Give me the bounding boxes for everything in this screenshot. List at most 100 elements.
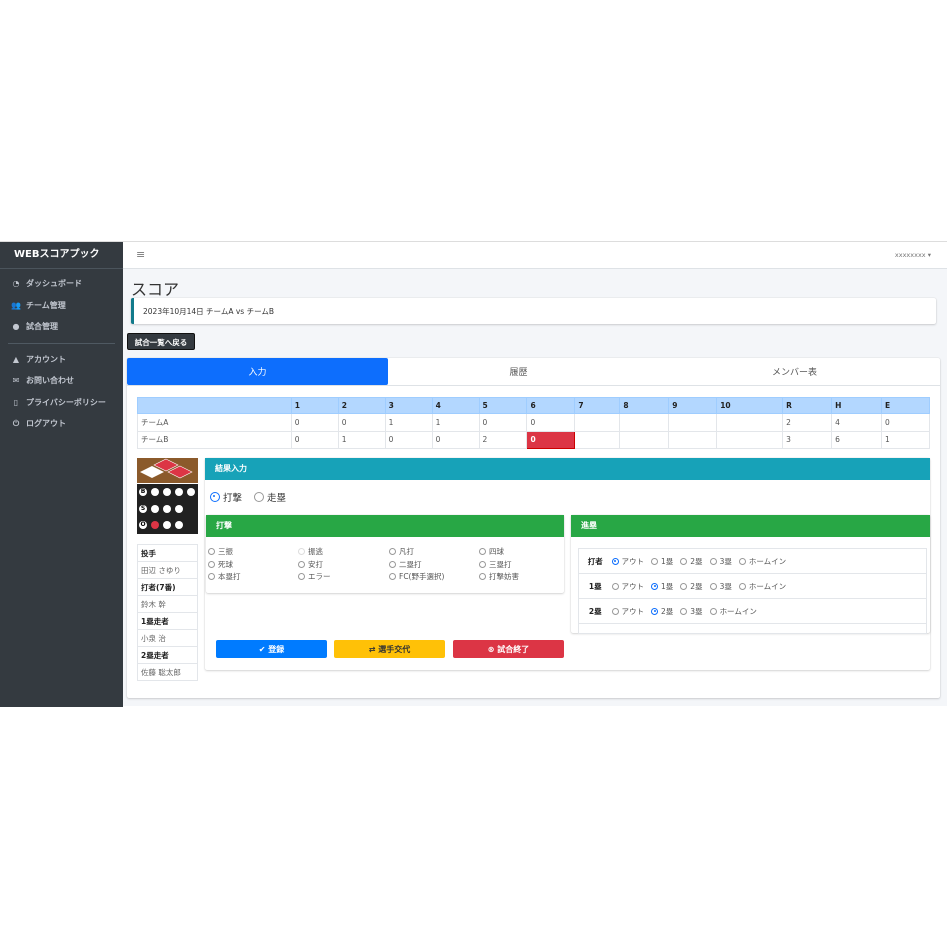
- radio-icon[interactable]: [208, 560, 215, 568]
- radio-icon[interactable]: [611, 582, 619, 590]
- advance-table: 打者 アウト 1塁 2塁 3塁 ホームイン 1塁 アウト 1塁 2塁 3塁 ホームイン 2塁 アウト 2塁 3…: [578, 548, 927, 634]
- tab-history[interactable]: 履歴: [509, 368, 528, 378]
- radio-icon[interactable]: [738, 557, 746, 565]
- count-lamp: [151, 488, 159, 497]
- current-inning-cell[interactable]: 0: [526, 430, 576, 449]
- mode-radio-1[interactable]: 走塁: [254, 490, 286, 504]
- sidebar-item-label: お問い合わせ: [26, 376, 74, 386]
- score-cell: [668, 430, 718, 449]
- batting-option[interactable]: 三振: [208, 546, 298, 559]
- score-cell: [619, 413, 670, 432]
- radio-icon[interactable]: [208, 548, 215, 555]
- advance-option[interactable]: 3塁: [680, 607, 703, 616]
- tab-members[interactable]: メンバー表: [771, 368, 817, 378]
- radio-icon[interactable]: [709, 607, 717, 615]
- batting-card: 打撃 三振 振逃 凡打 四球死球 安打 二塁打 三塁打本塁打 エラー FC(野手選択) 打撃妨害: [206, 515, 564, 593]
- score-cell: 0: [384, 430, 433, 449]
- app: WEBスコアプック ◔ ダッシュボード 👥 チーム管理 ● 試合管理 ▲ アカウント ✉ お問い…: [0, 241, 947, 707]
- batting-option[interactable]: 凡打: [389, 546, 479, 559]
- advance-option[interactable]: アウト: [611, 582, 644, 591]
- option-label: 四球: [489, 547, 504, 556]
- tab-input[interactable]: 入力: [127, 358, 388, 385]
- batting-option[interactable]: 安打: [298, 559, 389, 572]
- score-cell: 0: [881, 413, 930, 432]
- radio-icon[interactable]: [709, 557, 717, 565]
- option-label: 凡打: [399, 547, 414, 556]
- advance-option[interactable]: 2塁: [680, 557, 703, 566]
- radio-icon[interactable]: [389, 573, 396, 580]
- sidebar-item-4[interactable]: ✉ お問い合わせ: [0, 370, 123, 392]
- advance-option[interactable]: ホームイン: [738, 556, 787, 566]
- user-menu[interactable]: xxxxxxxx ▾: [895, 251, 931, 259]
- brand-logo[interactable]: WEBスコアプック: [0, 242, 123, 269]
- advance-option[interactable]: ホームイン: [738, 582, 786, 591]
- batting-option[interactable]: 振逃: [298, 546, 389, 559]
- advance-option[interactable]: 2塁: [680, 582, 703, 591]
- option-label: 三振: [218, 547, 233, 556]
- radio-icon[interactable]: [680, 582, 688, 590]
- radio-icon[interactable]: [210, 492, 220, 502]
- radio-icon[interactable]: [738, 582, 746, 590]
- advance-option[interactable]: ホームイン: [709, 607, 757, 616]
- batting-option[interactable]: エラー: [298, 571, 389, 584]
- count-lamp: [163, 488, 171, 497]
- score-cell: 0: [290, 430, 339, 449]
- header-cell: 3: [384, 397, 433, 414]
- radio-icon[interactable]: [611, 557, 619, 565]
- radio-icon[interactable]: [479, 573, 486, 580]
- option-label: ホームイン: [748, 556, 787, 566]
- radio-icon[interactable]: [651, 607, 658, 615]
- sidebar-item-1[interactable]: 👥 チーム管理: [0, 295, 123, 317]
- back-to-games-button[interactable]: 試合一覧へ戻る: [127, 333, 195, 350]
- radio-icon[interactable]: [611, 607, 619, 615]
- sidebar-item-0[interactable]: ◔ ダッシュボード: [0, 273, 123, 295]
- sidebar-item-3[interactable]: ▲ アカウント: [0, 349, 123, 371]
- batting-option[interactable]: 二塁打: [389, 559, 479, 572]
- advance-option[interactable]: 3塁: [709, 582, 732, 591]
- advance-option[interactable]: 1塁: [651, 582, 673, 591]
- radio-icon[interactable]: [709, 582, 717, 590]
- substitute-button[interactable]: ⇄ 選手交代: [334, 640, 445, 658]
- radio-icon[interactable]: [680, 607, 688, 615]
- radio-icon[interactable]: [651, 582, 658, 590]
- advance-row: 2塁 アウト 2塁 3塁 ホームイン: [578, 598, 927, 624]
- mode-radio-0[interactable]: 打撃: [210, 490, 242, 504]
- radio-icon[interactable]: [389, 560, 396, 568]
- advance-option[interactable]: アウト: [611, 557, 644, 566]
- count-label: O: [139, 521, 147, 530]
- advance-option[interactable]: 2塁: [651, 607, 673, 616]
- sidebar-item-6[interactable]: ⏻ ログアウト: [0, 413, 123, 435]
- batting-option[interactable]: 死球: [208, 559, 298, 572]
- score-cell: [619, 430, 670, 449]
- topbar: ≡ xxxxxxxx ▾: [123, 242, 947, 269]
- tachometer-icon: ◔: [12, 279, 20, 289]
- radio-icon[interactable]: [208, 573, 215, 580]
- radio-icon[interactable]: [479, 548, 486, 555]
- caret-down-icon: ▾: [927, 251, 931, 259]
- sidebar-item-5[interactable]: ▯ プライバシーポリシー: [0, 392, 123, 414]
- batting-option[interactable]: 四球: [479, 546, 564, 559]
- batting-header: 打撃: [206, 515, 564, 537]
- batting-option[interactable]: 本塁打: [208, 571, 298, 584]
- radio-icon[interactable]: [298, 548, 305, 555]
- radio-icon[interactable]: [651, 557, 658, 565]
- radio-icon[interactable]: [479, 560, 486, 568]
- sidebar-item-2[interactable]: ● 試合管理: [0, 316, 123, 338]
- second-base: [153, 458, 179, 472]
- radio-icon[interactable]: [298, 573, 305, 580]
- header-cell: 6: [526, 397, 576, 414]
- radio-icon[interactable]: [389, 548, 396, 555]
- batting-option[interactable]: 打撃妨害: [479, 571, 564, 584]
- advance-option[interactable]: 3塁: [709, 557, 732, 566]
- batting-option[interactable]: 三塁打: [479, 559, 564, 572]
- radio-icon[interactable]: [254, 492, 265, 502]
- end-game-button[interactable]: ⊗ 試合終了: [453, 640, 564, 658]
- hamburger-menu-icon[interactable]: ≡: [136, 248, 146, 261]
- advance-option[interactable]: 1塁: [651, 557, 673, 566]
- register-label: 登録: [268, 644, 285, 654]
- register-button[interactable]: ✔ 登録: [216, 640, 327, 658]
- radio-icon[interactable]: [680, 557, 688, 565]
- radio-icon[interactable]: [298, 560, 305, 568]
- advance-option[interactable]: アウト: [611, 607, 644, 616]
- batting-option[interactable]: FC(野手選択): [389, 571, 479, 584]
